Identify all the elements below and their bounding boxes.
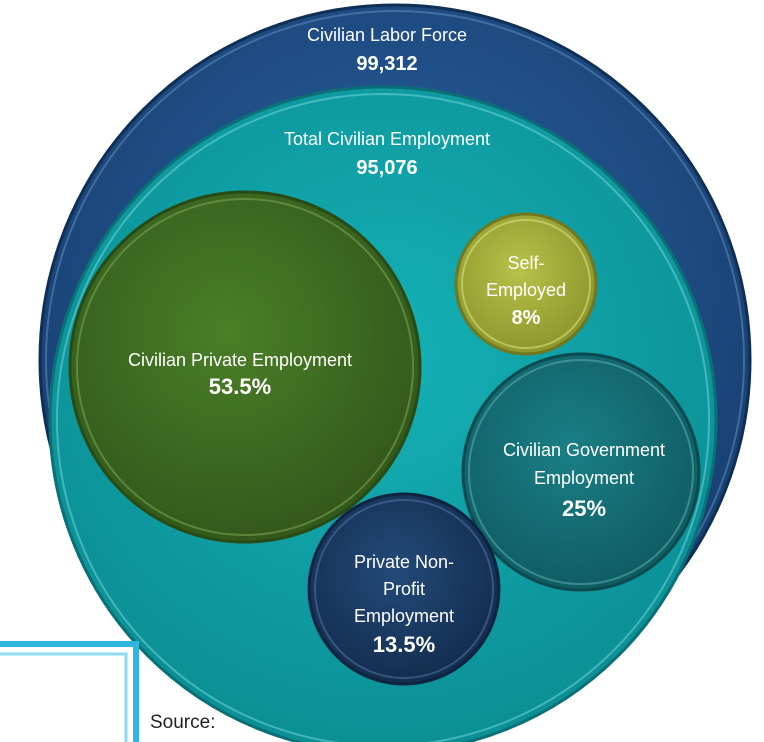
- self-employed-label-line2: Employed: [486, 280, 566, 300]
- non-profit-label-line1: Private Non-: [354, 552, 454, 572]
- private-employment-label: Civilian Private Employment: [128, 350, 352, 370]
- government-label-line2: Employment: [534, 468, 634, 488]
- government-employment-bubble: Civilian Government Employment 25%: [461, 352, 701, 592]
- government-label-line1: Civilian Government: [503, 440, 665, 460]
- total-employment-label: Total Civilian Employment: [284, 129, 490, 149]
- self-employed-label-line1: Self-: [507, 253, 544, 273]
- self-employed-value: 8%: [512, 307, 541, 329]
- labor-force-value: 99,312: [356, 53, 417, 75]
- corner-bracket-decoration: [0, 641, 139, 742]
- private-employment-value: 53.5%: [209, 374, 271, 399]
- total-employment-value: 95,076: [356, 157, 417, 179]
- non-profit-value: 13.5%: [373, 632, 435, 657]
- private-employment-bubble: Civilian Private Employment 53.5%: [68, 190, 422, 544]
- non-profit-label-line2: Profit: [383, 579, 425, 599]
- government-value: 25%: [562, 496, 606, 521]
- non-profit-bubble: Private Non- Profit Employment 13.5%: [307, 492, 501, 686]
- self-employed-bubble: Self- Employed 8%: [454, 212, 598, 356]
- source-label: Source:: [150, 712, 216, 733]
- labor-force-label: Civilian Labor Force: [307, 25, 467, 45]
- non-profit-label-line3: Employment: [354, 606, 454, 626]
